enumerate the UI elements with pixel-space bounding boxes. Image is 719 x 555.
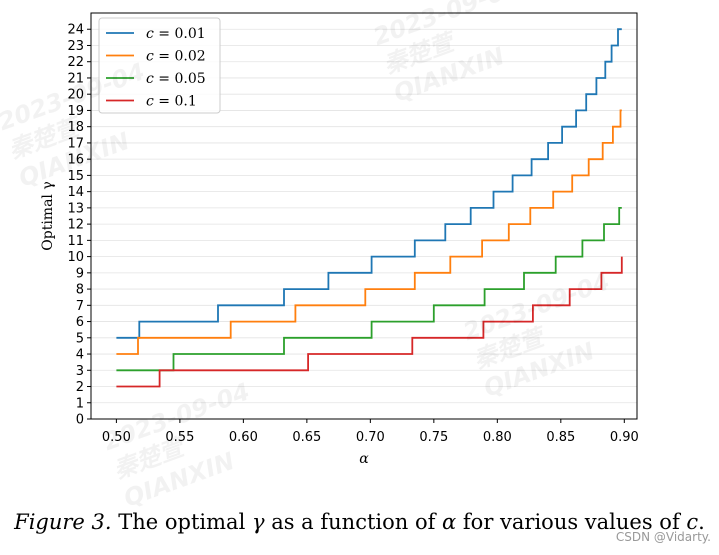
y-tick-label: 10: [67, 250, 84, 265]
y-tick-label: 1: [76, 396, 84, 411]
legend-label: c = 0.1: [146, 94, 197, 110]
y-tick-label: 8: [76, 283, 84, 298]
y-axis-label: Optimal γ: [40, 181, 56, 250]
y-tick-label: 6: [76, 315, 84, 330]
series-group: [116, 28, 623, 388]
y-tick-label: 5: [76, 331, 84, 346]
series-line-c-0.05: [116, 207, 622, 372]
y-tick-label: 23: [67, 39, 84, 54]
x-tick-label: 0.75: [419, 430, 448, 445]
y-tick-label: 9: [76, 266, 84, 281]
y-tick-label: 17: [67, 136, 84, 151]
y-tick-label: 15: [67, 169, 84, 184]
source-credit: CSDN @Vidarty.: [615, 530, 711, 544]
plot-frame: [90, 12, 638, 420]
y-tick-label: 3: [76, 364, 84, 379]
x-tick-label: 0.90: [610, 430, 639, 445]
y-tick-label: 24: [67, 23, 84, 38]
y-tick-label: 4: [76, 348, 84, 363]
legend-box: [98, 17, 221, 114]
y-tick-label: 13: [67, 201, 84, 216]
y-tick-label: 12: [67, 218, 84, 233]
figure-caption: Figure 3. The optimal γ as a function of…: [14, 510, 705, 534]
x-tick-label: 0.85: [546, 430, 575, 445]
x-tick-label: 0.60: [229, 430, 258, 445]
y-tick-label: 16: [67, 153, 84, 168]
y-tick-label: 0: [76, 413, 84, 428]
series-line-c-0.02: [116, 109, 622, 355]
chart: 0.50 0.55 0.60 0.65 0.70 0.75 0.80 0.85 0.90 012…: [40, 12, 639, 467]
y-tick-label: 18: [67, 120, 84, 135]
series-line-c-0.01: [116, 28, 622, 339]
y-tick-label: 20: [67, 88, 84, 103]
x-tick-label: 0.65: [292, 430, 321, 445]
y-tick-label: 14: [67, 185, 84, 200]
x-tick-label: 0.70: [356, 430, 385, 445]
legend-label: c = 0.05: [146, 71, 206, 87]
x-axis: 0.50 0.55 0.60 0.65 0.70 0.75 0.80 0.85 0.90: [102, 419, 639, 445]
x-tick-label: 0.50: [102, 430, 131, 445]
y-tick-label: 21: [67, 71, 84, 86]
y-tick-label: 2: [76, 380, 84, 395]
x-axis-label: α: [359, 451, 369, 467]
legend-label: c = 0.01: [146, 26, 206, 42]
y-tick-label: 22: [67, 55, 84, 70]
y-tick-label: 19: [67, 104, 84, 119]
caption-figure-label: Figure 3.: [14, 510, 112, 534]
y-tick-label: 7: [76, 299, 84, 314]
x-tick-label: 0.55: [165, 430, 194, 445]
y-tick-label: 11: [67, 234, 84, 249]
legend-label: c = 0.02: [146, 49, 206, 65]
series-line-c-0.1: [116, 256, 623, 388]
x-tick-label: 0.80: [483, 430, 512, 445]
legend: c = 0.01 c = 0.02 c = 0.05 c = 0.1: [98, 17, 221, 114]
